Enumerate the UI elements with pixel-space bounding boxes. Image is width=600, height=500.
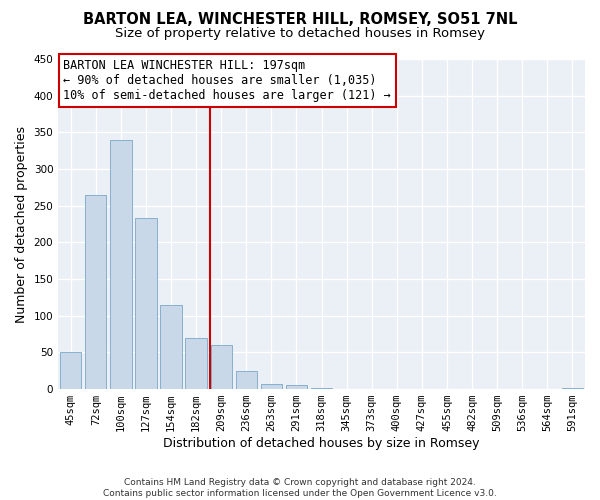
Bar: [136, 218, 157, 389]
Bar: [261, 384, 282, 389]
Text: BARTON LEA WINCHESTER HILL: 197sqm
← 90% of detached houses are smaller (1,035)
: BARTON LEA WINCHESTER HILL: 197sqm ← 90%…: [64, 59, 391, 102]
Text: BARTON LEA, WINCHESTER HILL, ROMSEY, SO51 7NL: BARTON LEA, WINCHESTER HILL, ROMSEY, SO5…: [83, 12, 517, 28]
Bar: [60, 352, 82, 389]
Bar: [185, 338, 207, 389]
Bar: [286, 384, 307, 389]
Text: Size of property relative to detached houses in Romsey: Size of property relative to detached ho…: [115, 28, 485, 40]
Text: Contains HM Land Registry data © Crown copyright and database right 2024.
Contai: Contains HM Land Registry data © Crown c…: [103, 478, 497, 498]
Bar: [160, 304, 182, 389]
Bar: [562, 388, 583, 389]
Y-axis label: Number of detached properties: Number of detached properties: [15, 126, 28, 322]
Bar: [110, 140, 131, 389]
Bar: [236, 370, 257, 389]
Bar: [311, 388, 332, 389]
Bar: [211, 345, 232, 389]
X-axis label: Distribution of detached houses by size in Romsey: Distribution of detached houses by size …: [163, 437, 480, 450]
Bar: [85, 194, 106, 389]
